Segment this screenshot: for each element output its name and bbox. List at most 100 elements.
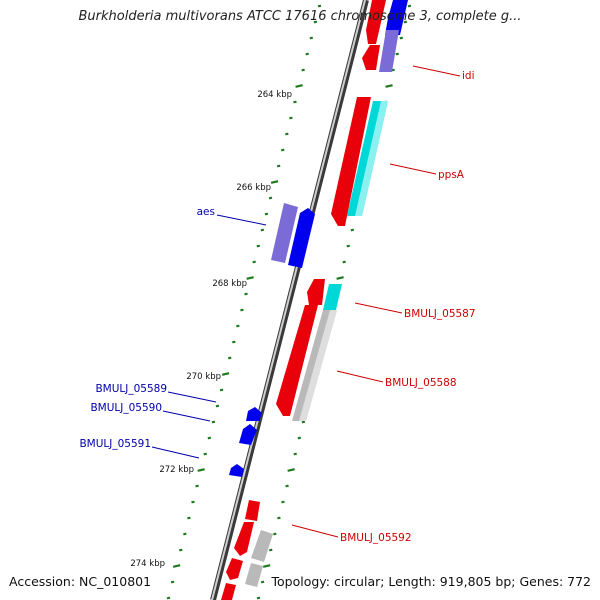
inner-track-tick [178, 548, 183, 552]
inner-track-tick [252, 260, 256, 264]
gene-grey-lower-2[interactable] [245, 563, 263, 587]
label-ppsA[interactable]: ppsA [438, 169, 465, 181]
outer-track-tick [407, 4, 412, 8]
scale-label-272: 272 kbp [159, 465, 194, 475]
gene-features [221, 0, 408, 600]
outer-track-tick [273, 532, 277, 536]
outer-track-tick [301, 420, 306, 424]
gene-red-05592[interactable] [245, 500, 260, 521]
gene-05590[interactable] [239, 424, 257, 445]
inner-track-tick [172, 564, 181, 568]
inner-track-tick [232, 340, 236, 344]
gene-05588-shade [299, 310, 337, 421]
gene-05591[interactable] [229, 464, 244, 477]
inner-track-tick [280, 148, 285, 152]
inner-track-tick [166, 596, 171, 600]
outer-track-tick [285, 484, 289, 488]
inner-track-tick [270, 180, 279, 184]
gene-red-lower-1[interactable] [234, 522, 254, 556]
inner-track-tick [240, 308, 244, 312]
inner-track-tick [227, 356, 232, 360]
inner-track-tick [170, 580, 175, 584]
gene-idi-light[interactable] [379, 30, 399, 72]
outer-track-tick [346, 244, 351, 248]
gene-red-lower-2[interactable] [226, 558, 243, 580]
inner-track-tick [309, 36, 314, 40]
scale-label-266: 266 kbp [236, 183, 271, 193]
outer-track-tick [256, 596, 261, 600]
inner-track-tick [195, 484, 199, 488]
outer-track-tick [297, 436, 302, 440]
inner-track-tick [197, 468, 205, 472]
outer-track-tick [395, 52, 399, 56]
inner-track-tick [293, 100, 297, 104]
outer-track-tick [293, 452, 297, 456]
inner-track-tick [301, 68, 305, 72]
scale-label-274: 274 kbp [130, 559, 165, 569]
label-bmulj-05592[interactable]: BMULJ_05592 [340, 532, 412, 544]
label-bmulj-05591[interactable]: BMULJ_05591 [79, 438, 151, 450]
inner-track-tick [244, 292, 248, 296]
label-aes[interactable]: aes [197, 206, 215, 218]
gene-red-top[interactable] [366, 0, 386, 44]
label-bmulj-05588[interactable]: BMULJ_05588 [385, 377, 457, 389]
outer-track-tick [281, 500, 285, 504]
inner-track-tick [215, 404, 220, 408]
outer-track-tick [342, 260, 346, 264]
genome-summary-text: Topology: circular; Length: 919,805 bp; … [271, 574, 592, 589]
map-title: Burkholderia multivorans ATCC 17616 chro… [78, 9, 522, 24]
inner-track-tick [305, 52, 309, 56]
outer-track-tick [277, 516, 281, 520]
scale-label-270: 270 kbp [186, 372, 221, 382]
outer-track-tick [399, 36, 404, 40]
inner-track-tick [256, 244, 261, 248]
gene-05589[interactable] [246, 407, 262, 421]
inner-track-tick [246, 276, 254, 280]
gene-red-ppsA[interactable] [331, 97, 371, 226]
scale-labels: 264 kbp 266 kbp 268 kbp 270 kbp 272 kbp … [130, 90, 292, 569]
inner-track-tick [268, 196, 273, 200]
outer-track-tick [262, 564, 271, 568]
inner-track-tick [313, 20, 318, 24]
gene-idi-reverse[interactable] [385, 0, 408, 35]
gene-05587[interactable] [323, 284, 342, 310]
outer-track-tick [385, 84, 393, 88]
gene-aes[interactable] [288, 208, 315, 268]
outer-track-tick [260, 580, 265, 584]
gene-aes-light[interactable] [271, 203, 298, 263]
label-bmulj-05587[interactable]: BMULJ_05587 [404, 308, 476, 320]
inner-track-tick [285, 132, 289, 136]
accession-text: Accession: NC_010801 [9, 574, 152, 589]
chromosome-backbone-highlight [211, 0, 366, 600]
inner-track-tick [289, 116, 293, 120]
inner-track-tick [203, 452, 207, 456]
gene-red-top-2[interactable] [362, 45, 380, 70]
gene-red-05588[interactable] [276, 305, 318, 416]
gene-grey-lower-1[interactable] [251, 530, 273, 562]
outer-track-tick [336, 276, 344, 280]
inner-track-tick [191, 500, 195, 504]
outer-track-tick [268, 548, 273, 552]
inner-track-tick [183, 532, 187, 536]
label-idi[interactable]: idi [462, 70, 475, 82]
scale-label-264: 264 kbp [257, 90, 292, 100]
outer-track-tick [403, 20, 408, 24]
inner-track-tick [207, 436, 212, 440]
scale-label-268: 268 kbp [212, 279, 247, 289]
inner-track-tick [211, 420, 216, 424]
gene-red-lower-3[interactable] [221, 583, 236, 600]
inner-track-tick [187, 516, 191, 520]
label-bmulj-05589[interactable]: BMULJ_05589 [95, 383, 167, 395]
inner-track-tick [317, 4, 322, 8]
gene-labels: idi ppsA aes BMULJ_05587 BMULJ_05588 BMU… [79, 70, 475, 544]
inner-track-tick [221, 372, 230, 376]
inner-track-tick [236, 324, 240, 328]
outer-track-tick [287, 468, 295, 472]
gene-red-05587[interactable] [307, 279, 325, 305]
inner-track-tick [264, 212, 269, 216]
inner-track-tick [219, 388, 224, 392]
label-bmulj-05590[interactable]: BMULJ_05590 [90, 402, 162, 414]
label-leader-lines [151, 65, 461, 538]
inner-track-tick [295, 84, 303, 88]
